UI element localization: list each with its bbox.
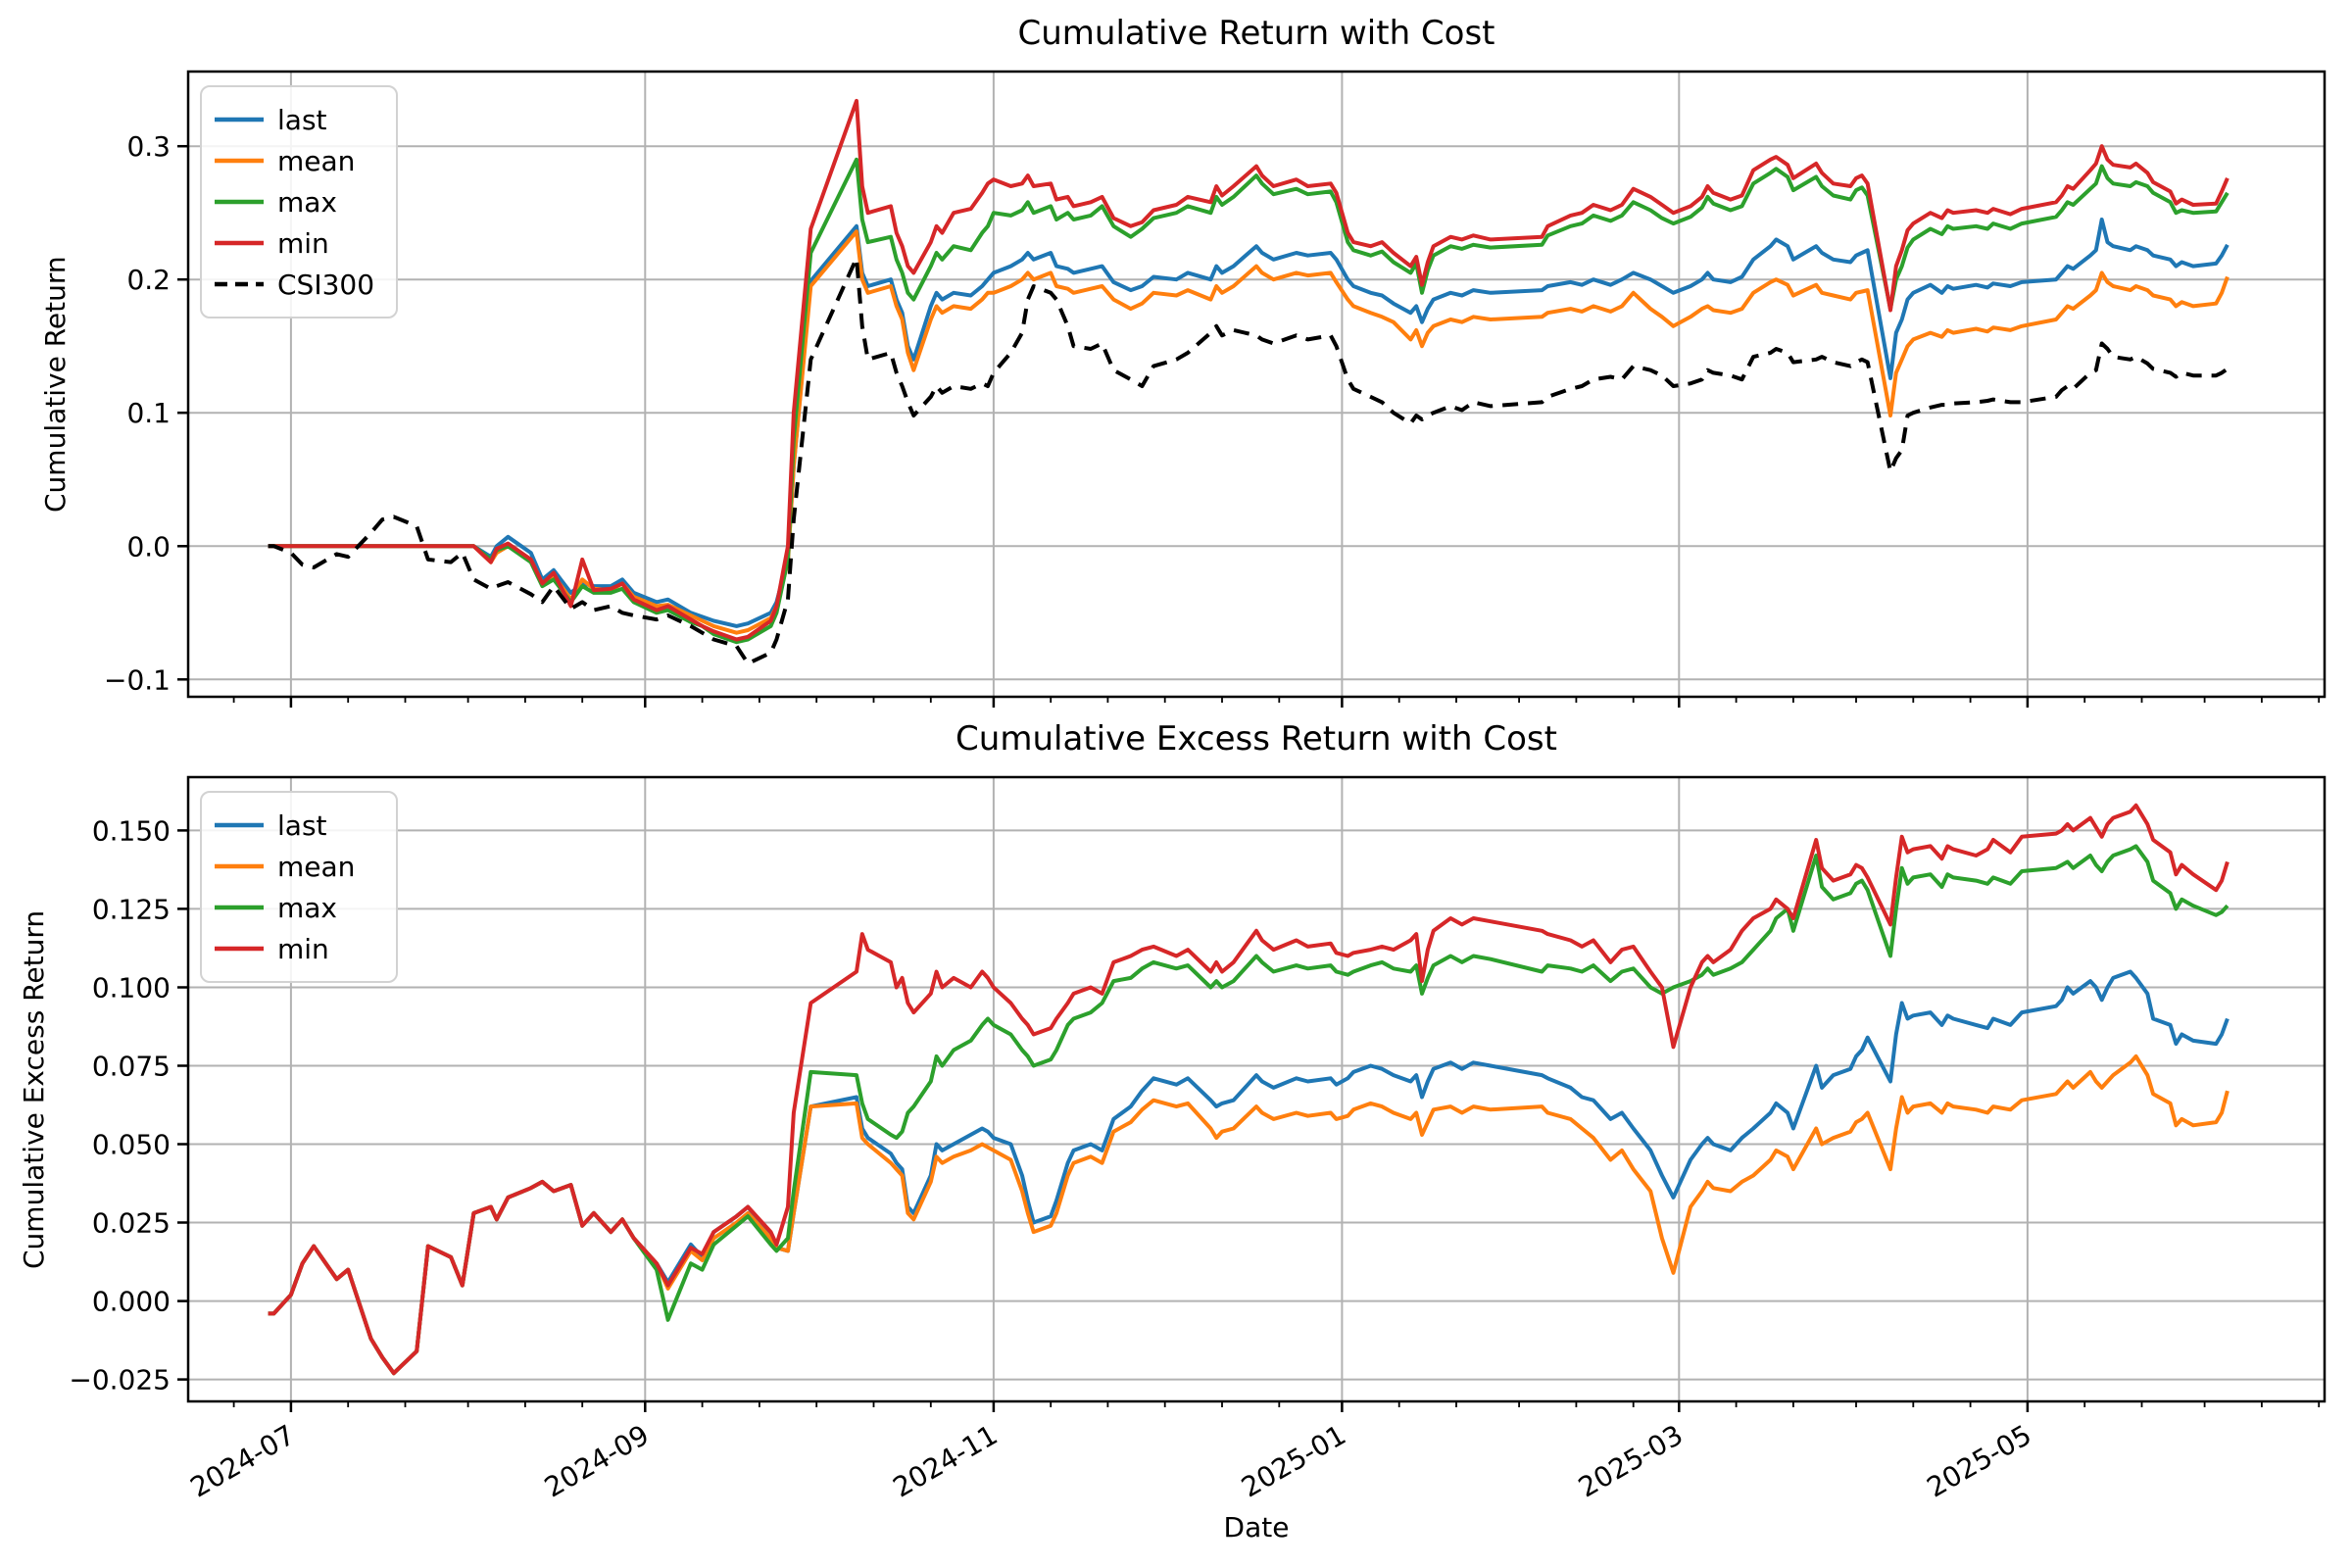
plot-border (186, 70, 2327, 699)
plot-border (186, 775, 2327, 1403)
legend-box (200, 85, 398, 318)
y-tick-label: 0.000 (92, 1286, 171, 1318)
x-tick-labels: 2024-07 2024-09 2024-11 2025-01 2025-03 2025-… (185, 1418, 2037, 1503)
series-line-last (268, 218, 2230, 628)
series-line-max (268, 157, 2230, 645)
y-tick-label: 0.1 (126, 397, 171, 429)
legend-box (200, 791, 398, 983)
x-axis-label-date: Date (1223, 1511, 1290, 1544)
legend-label-max: max (277, 892, 337, 924)
series-group (268, 803, 2230, 1376)
y-tick-label: 0.025 (92, 1207, 171, 1240)
x-tick-label: 2024-07 (185, 1418, 301, 1503)
legend-label-min: min (277, 933, 329, 965)
series-line-min (268, 803, 2230, 1376)
legend-label-max: max (277, 186, 337, 219)
axes-0: −0.1 0.0 0.1 0.2 0.3 last mean max min CSI300 (104, 70, 2327, 708)
series-group (268, 98, 2230, 665)
axes-1: −0.025 0.000 0.025 0.050 0.075 0.100 0.125 0.15… (69, 775, 2327, 1504)
y-tick-label: −0.025 (69, 1364, 171, 1396)
chart-title-cumulative-return: Cumulative Return with Cost (1017, 14, 1495, 53)
legend-label-last: last (277, 809, 327, 842)
legend-label-csi300: CSI300 (277, 269, 374, 301)
y-tick-label: 0.050 (92, 1129, 171, 1161)
grid (188, 72, 2325, 697)
series-line-min (268, 98, 2230, 642)
y-tick-label: −0.1 (104, 663, 171, 696)
y-tick-labels: −0.1 0.0 0.1 0.2 0.3 (104, 130, 171, 696)
legend-label-last: last (277, 104, 327, 136)
ticks (177, 829, 2321, 1412)
series-line-max (268, 844, 2230, 1376)
series-line-mean (268, 1054, 2230, 1376)
x-tick-label: 2025-03 (1573, 1418, 1689, 1503)
y-tick-label: 0.150 (92, 814, 171, 847)
x-tick-label: 2024-11 (888, 1418, 1004, 1503)
y-tick-labels: −0.025 0.000 0.025 0.050 0.075 0.100 0.125 0.15… (69, 814, 171, 1396)
grid (188, 777, 2325, 1401)
legend-label-mean: mean (277, 145, 355, 177)
y-tick-label: 0.3 (126, 130, 171, 163)
y-tick-label: 0.0 (126, 530, 171, 563)
y-tick-label: 0.075 (92, 1050, 171, 1082)
legend-label-mean: mean (277, 851, 355, 883)
legend: last mean max min (200, 791, 398, 983)
x-tick-label: 2025-01 (1236, 1418, 1351, 1503)
legend-label-min: min (277, 227, 329, 260)
y-tick-label: 0.2 (126, 264, 171, 296)
legend: last mean max min CSI300 (200, 85, 398, 318)
chart-title-cumulative-excess-return: Cumulative Excess Return with Cost (956, 719, 1557, 759)
series-line-last (268, 969, 2230, 1376)
series-line-mean (268, 229, 2230, 635)
x-tick-label: 2024-09 (539, 1418, 655, 1503)
y-tick-label: 0.125 (92, 893, 171, 925)
ticks (177, 144, 2321, 708)
x-tick-label: 2025-05 (1922, 1418, 2037, 1503)
series-line-csi300 (268, 256, 2230, 665)
y-tick-label: 0.100 (92, 971, 171, 1004)
